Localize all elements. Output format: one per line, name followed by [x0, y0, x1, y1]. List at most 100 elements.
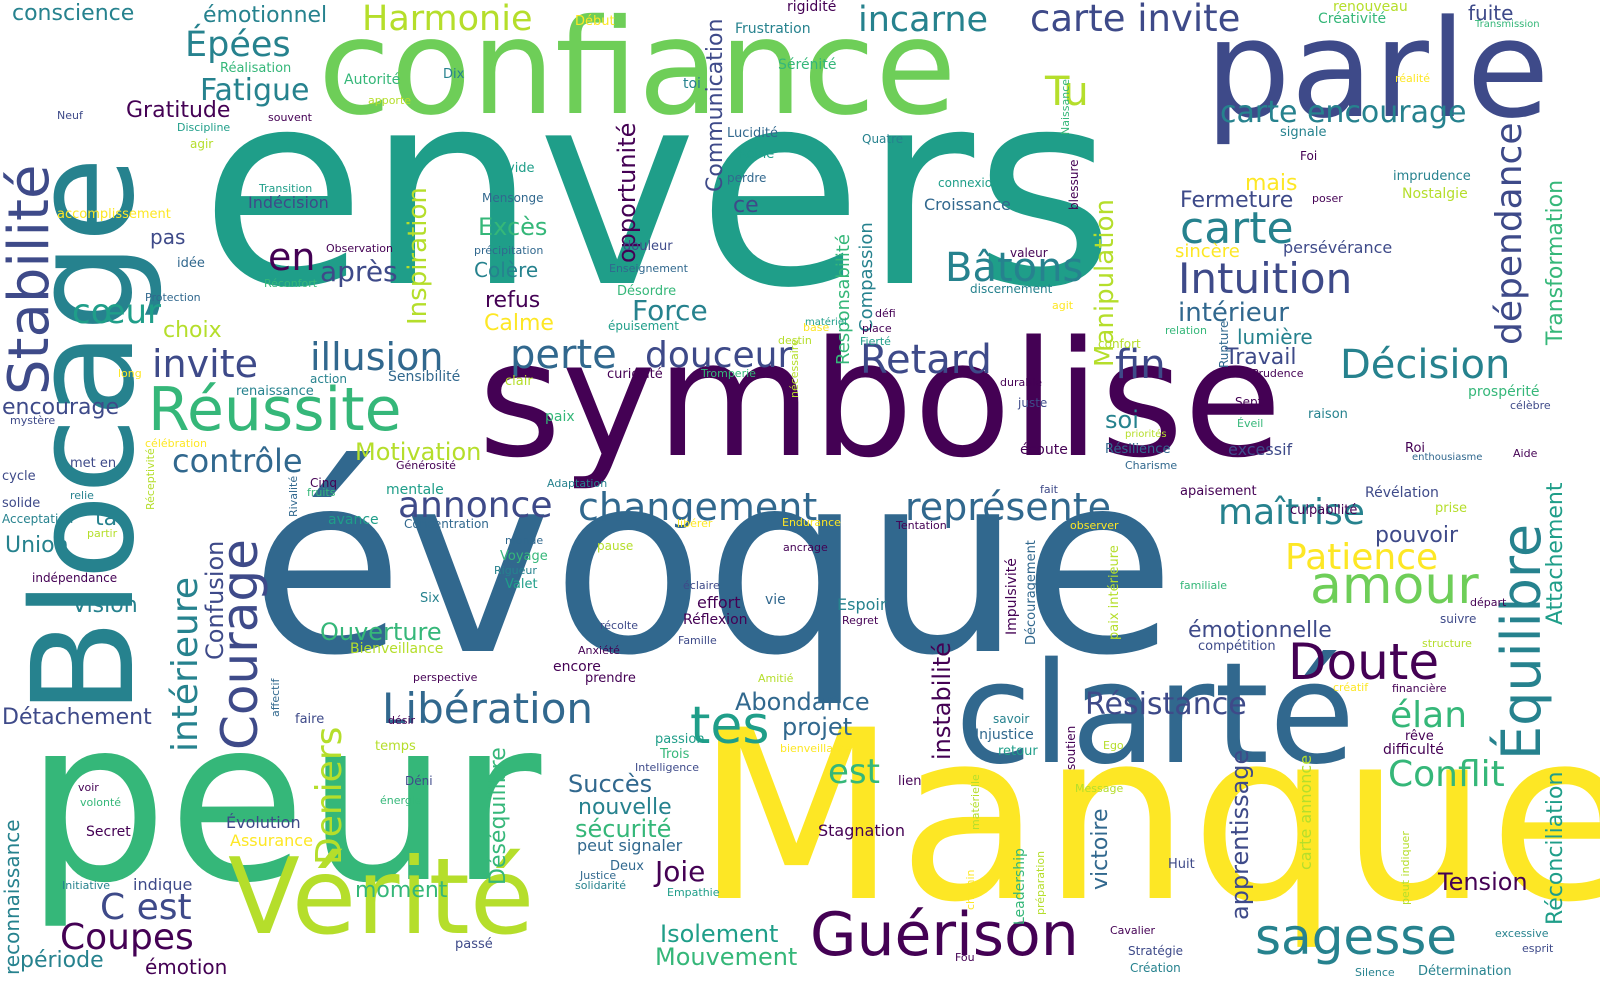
- word-detachement: Détachement: [2, 705, 152, 730]
- word-exces: Excès: [478, 213, 548, 241]
- word-liberer: libérer: [677, 517, 713, 530]
- word-equilibre: Équilibre: [1490, 523, 1553, 760]
- word-eclaire: éclaire: [683, 579, 720, 592]
- word-initiative: Initiative: [62, 879, 111, 892]
- word-apporte: apporte: [368, 94, 412, 107]
- word-intuition: Intuition: [1178, 254, 1353, 303]
- word-inspiration: Inspiration: [403, 187, 433, 325]
- word-foi: Foi: [1300, 149, 1318, 163]
- word-desequilibre: Déséquilibre: [486, 747, 511, 885]
- word-soutien: soutien: [1064, 725, 1078, 770]
- word-intelligence: Intelligence: [635, 761, 700, 774]
- word-coupes: Coupes: [60, 917, 194, 958]
- word-douleur: douleur: [623, 239, 673, 254]
- word-souvent: souvent: [268, 111, 312, 124]
- word-competition: compétition: [1198, 639, 1276, 654]
- word-charisme: Charisme: [1125, 459, 1178, 472]
- word-envers: envers: [200, 32, 1115, 347]
- word-deux: Deux: [610, 859, 644, 874]
- word-suivre: suivre: [1440, 612, 1477, 626]
- word-paix-interieure: paix intérieure: [1107, 545, 1122, 640]
- word-confusion: Confusion: [201, 540, 229, 660]
- word-sept: Sept: [1235, 395, 1263, 409]
- word-peur: peur: [25, 671, 542, 933]
- word-emotion: émotion: [145, 955, 228, 979]
- word-ouverture: Ouverture: [320, 618, 442, 646]
- word-frustration: Frustration: [735, 21, 811, 37]
- word-pouvoir: pouvoir: [1375, 523, 1459, 548]
- word-choix: choix: [163, 318, 222, 343]
- word-anxiete: Anxiété: [578, 644, 620, 657]
- word-tu: Tu: [1045, 69, 1089, 115]
- word-savoir: savoir: [993, 712, 1030, 726]
- word-leadership: Leadership: [1012, 848, 1028, 925]
- word-amour: amour: [1310, 556, 1479, 616]
- word-receptivite: Réceptivité: [144, 448, 157, 510]
- word-nostalgie: Nostalgie: [1402, 186, 1468, 202]
- word-culpabilite: culpabilité: [1290, 503, 1358, 518]
- word-tes: tes: [690, 696, 770, 756]
- word-refus: refus: [485, 288, 541, 313]
- word-observer: observer: [1070, 519, 1119, 532]
- word-elan: élan: [1390, 695, 1468, 736]
- word-impulsivite: Impulsivité: [1004, 558, 1020, 635]
- word-patience: Patience: [1285, 537, 1439, 578]
- word-quatre: Quatre: [862, 132, 904, 146]
- word-illusion: illusion: [310, 335, 444, 379]
- word-lucidite: Lucidité: [727, 126, 778, 141]
- word-precipitation: précipitation: [474, 244, 544, 257]
- word-conflit: Conflit: [1388, 754, 1505, 795]
- word-eveil: Éveil: [1237, 417, 1264, 430]
- word-vision: Vision: [72, 593, 138, 618]
- word-creation: Création: [1130, 961, 1181, 975]
- word-desordre: Désordre: [617, 284, 677, 299]
- word-concentration: Concentration: [404, 517, 489, 531]
- word-rivalite: Rivalité: [287, 475, 300, 517]
- word-voir: voir: [78, 781, 99, 794]
- word-clair: clair: [505, 374, 533, 389]
- word-prise: prise: [1435, 501, 1467, 516]
- word-juste: juste: [1018, 396, 1048, 410]
- word-lumiere: lumière: [1237, 325, 1313, 349]
- word-reflexion: Réflexion: [683, 612, 748, 628]
- word-encourage: encourage: [2, 395, 120, 420]
- word-retard: Retard: [860, 337, 992, 383]
- word-valeur: valeur: [1010, 246, 1048, 260]
- word-connexion: connexion: [938, 176, 1000, 190]
- word-fait: fait: [1040, 483, 1058, 496]
- word-perte: perte: [510, 332, 617, 378]
- word-union: Union: [5, 533, 69, 558]
- word-croissance: Croissance: [924, 195, 1011, 214]
- word-mensonge: Mensonge: [482, 191, 544, 205]
- word-symbolise: symbolise: [478, 306, 1283, 493]
- word-c-est: C est: [100, 887, 192, 928]
- word-recolte: récolte: [600, 619, 638, 632]
- word-securite: sécurité: [575, 815, 672, 843]
- word-doute: Doute: [1288, 633, 1440, 691]
- word-creatif: créatif: [1333, 681, 1369, 694]
- word-revelation: Révélation: [1365, 485, 1439, 501]
- word-discernement: discernement: [970, 282, 1053, 296]
- word-peut-signaler: peut signaler: [577, 836, 683, 855]
- word-en: en: [268, 235, 316, 279]
- word-stabilite: Stabilité: [0, 164, 62, 395]
- word-destin: destin: [778, 334, 812, 347]
- word-paix: paix: [545, 409, 575, 425]
- word-est: est: [828, 752, 880, 792]
- word-colere: Colère: [474, 258, 539, 282]
- word-realite: réalité: [1395, 72, 1430, 85]
- word-conscience: conscience: [12, 1, 135, 26]
- word-annonce: annonce: [398, 485, 553, 526]
- word-bienveillante: bienveillante: [780, 742, 852, 755]
- word-esprit: esprit: [1522, 942, 1554, 955]
- word-regret: Regret: [842, 614, 879, 627]
- word-carte-invite: carte invite: [1030, 0, 1241, 40]
- word-indique: indique: [133, 875, 193, 894]
- word-manque: Manque: [695, 681, 1600, 954]
- word-epuisement: épuisement: [608, 319, 679, 333]
- word-naissance: Naissance: [1059, 78, 1072, 135]
- word-travail: Travail: [1225, 345, 1297, 370]
- word-passion: passion: [655, 732, 705, 747]
- word-peut-indiquer: peut indiquer: [1399, 831, 1412, 905]
